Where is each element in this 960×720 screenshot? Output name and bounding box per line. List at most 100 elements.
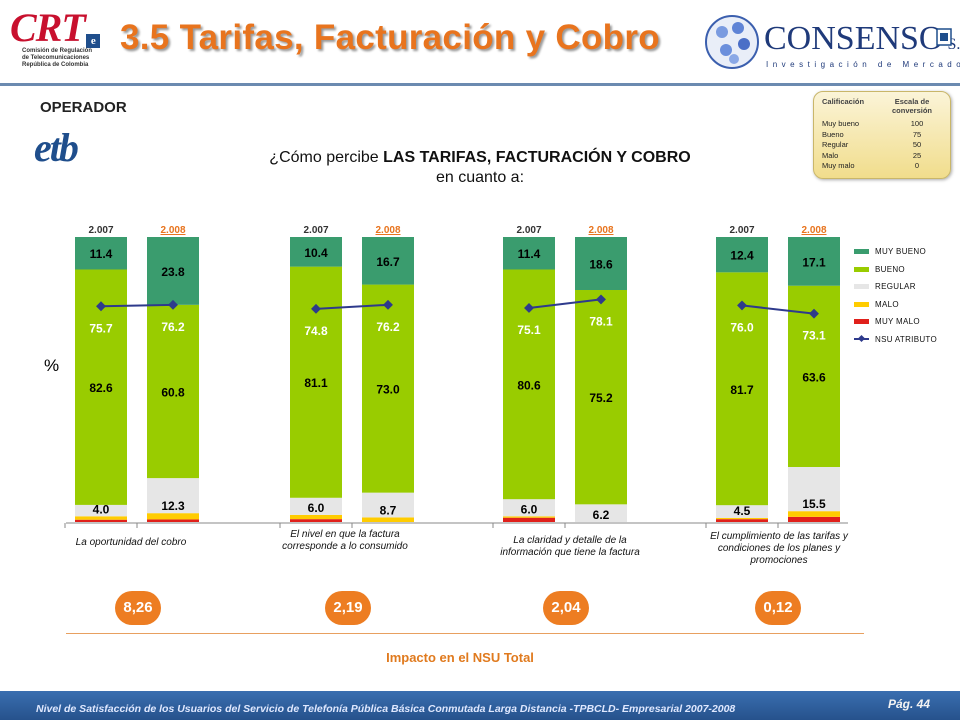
- impact-value-badge: 8,26: [115, 591, 161, 625]
- legend-item: REGULAR: [854, 278, 937, 296]
- impact-value-badge: 2,04: [543, 591, 589, 625]
- data-label-regular: 6.0: [308, 501, 325, 515]
- bar-segment-muy-bueno: [75, 237, 127, 270]
- bar-segment-muy-bueno: [575, 237, 627, 291]
- year-label: 2.007: [88, 225, 113, 236]
- legend-swatch: [854, 284, 869, 290]
- bar-segment-bueno: [716, 272, 768, 506]
- bar-segment-regular: [788, 466, 840, 512]
- data-label-bueno: 63.6: [802, 370, 826, 384]
- page-title: 3.5 Tarifas, Facturación y Cobro: [120, 18, 660, 57]
- legend-swatch: [854, 301, 869, 307]
- year-label: 2.007: [516, 225, 541, 236]
- data-label-muy-bueno: 10.4: [304, 246, 328, 260]
- data-label-regular: 6.0: [521, 502, 538, 516]
- bar-segment-muy-bueno: [788, 237, 840, 286]
- scale-row: Bueno 75: [822, 130, 942, 141]
- data-label-regular: 8.7: [380, 503, 397, 517]
- nsu-data-label: 74.8: [304, 324, 328, 338]
- attribute-label: El cumplimiento de las tarifas y condici…: [710, 531, 848, 566]
- bar-segment-malo: [716, 518, 768, 520]
- stacked-bar-chart: 4.0 82.6 11.4 2.007 12.3 60.8 23.8 2.008 75.7 76.…: [64, 225, 848, 528]
- data-label-muy-bueno: 18.6: [589, 258, 613, 272]
- nsu-point: [96, 301, 106, 312]
- nsu-point: [383, 299, 393, 310]
- bar-segment-muy-bueno: [362, 237, 414, 285]
- legend-item: BUENO: [854, 261, 937, 279]
- bar-segment-malo: [362, 517, 414, 522]
- page-number: Pág. 44: [888, 697, 931, 711]
- crt-subtitle-3: República de Colombia: [22, 62, 89, 68]
- scale-row-label: Bueno: [822, 129, 844, 139]
- header-divider: [0, 83, 960, 86]
- bar-segment-muy-bueno: [716, 237, 768, 273]
- data-label-bueno: 60.8: [161, 385, 185, 399]
- legend-swatch: [854, 319, 869, 325]
- year-label: 2.008: [160, 225, 185, 236]
- consenso-name: CONSENSO: [764, 20, 944, 57]
- data-label-regular: 12.3: [161, 499, 185, 513]
- bar-segment-muy-bueno: [147, 237, 199, 305]
- scale-header-right: Escala de conversión: [891, 97, 932, 115]
- bar-segment-muy-bueno: [503, 237, 555, 270]
- attribute-label: El nivel en que la factura corresponde a…: [282, 529, 408, 552]
- nsu-series-line: [528, 298, 602, 309]
- scale-row-label: Muy bueno: [822, 119, 860, 128]
- bar-segment-regular: [503, 499, 555, 517]
- consenso-tagline: Investigación de Mercados: [766, 60, 960, 69]
- scale-row: Malo 25: [822, 151, 942, 162]
- bar-segment-muy-malo: [75, 519, 127, 522]
- data-label-muy-bueno: 17.1: [802, 255, 826, 269]
- bar-segment-regular: [75, 504, 127, 517]
- nsu-series-line: [741, 304, 815, 315]
- impact-label: Impacto en el NSU Total: [386, 650, 534, 665]
- scale-rows: Muy bueno 100 Bueno 75 Regular 50 Malo 25 Muy ma…: [822, 119, 942, 172]
- scale-conversion-box: Calificación Escala de conversión Muy bu…: [813, 91, 951, 179]
- data-label-regular: 4.5: [734, 504, 751, 518]
- year-label: 2.008: [801, 225, 826, 236]
- scale-row-value: 100: [910, 119, 924, 128]
- scale-row: Muy bueno 100: [822, 119, 942, 130]
- footer-bar: [0, 691, 960, 720]
- bar-segment-muy-bueno: [290, 237, 342, 267]
- legend-label: MUY BUENO: [875, 247, 927, 257]
- impact-divider: [66, 633, 864, 634]
- attribute-label: La claridad y detalle de la información …: [500, 535, 640, 558]
- legend-label: MALO: [875, 299, 899, 309]
- nsu-data-label: 75.1: [517, 323, 541, 337]
- legend-label: BUENO: [875, 264, 905, 274]
- bar-segment-muy-malo: [788, 516, 840, 522]
- consenso-globe-icon: [705, 15, 759, 69]
- bar-segment-malo: [147, 513, 199, 520]
- year-label: 2.007: [729, 225, 754, 236]
- data-label-muy-bueno: 11.4: [90, 247, 113, 261]
- legend-label: MUY MALO: [875, 317, 920, 327]
- scale-row: Muy malo 0: [822, 161, 942, 172]
- question-line2: en cuanto a:: [435, 169, 525, 186]
- nsu-data-label: 73.1: [802, 329, 826, 343]
- data-label-bueno: 80.6: [517, 378, 541, 392]
- bar-segment-regular: [716, 505, 768, 519]
- scale-row-value: 0: [914, 161, 920, 170]
- impact-value-badge: 2,19: [325, 591, 371, 625]
- nsu-series-line: [100, 303, 174, 308]
- nsu-point: [524, 303, 534, 313]
- data-label-regular: 6.2: [593, 508, 610, 522]
- bar-segment-malo: [75, 516, 127, 520]
- legend-item: MALO: [854, 296, 937, 314]
- data-label-regular: 15.5: [802, 497, 826, 511]
- bar-segment-muy-malo: [716, 519, 768, 522]
- bar-segment-bueno: [362, 284, 414, 493]
- bar-segment-malo: [290, 514, 342, 520]
- scale-row-label: Malo: [822, 150, 839, 160]
- scale-row-value: 75: [912, 129, 922, 139]
- bar-segment-malo: [503, 516, 555, 518]
- legend-line-marker: [854, 338, 869, 341]
- data-label-bueno: 82.6: [89, 381, 113, 395]
- scale-row-value: 25: [912, 150, 922, 160]
- data-label-muy-bueno: 16.7: [376, 255, 400, 269]
- data-label-muy-bueno: 23.8: [161, 265, 185, 279]
- legend-item: NSU ATRIBUTO: [854, 331, 937, 349]
- nsu-data-label: 76.2: [376, 320, 400, 334]
